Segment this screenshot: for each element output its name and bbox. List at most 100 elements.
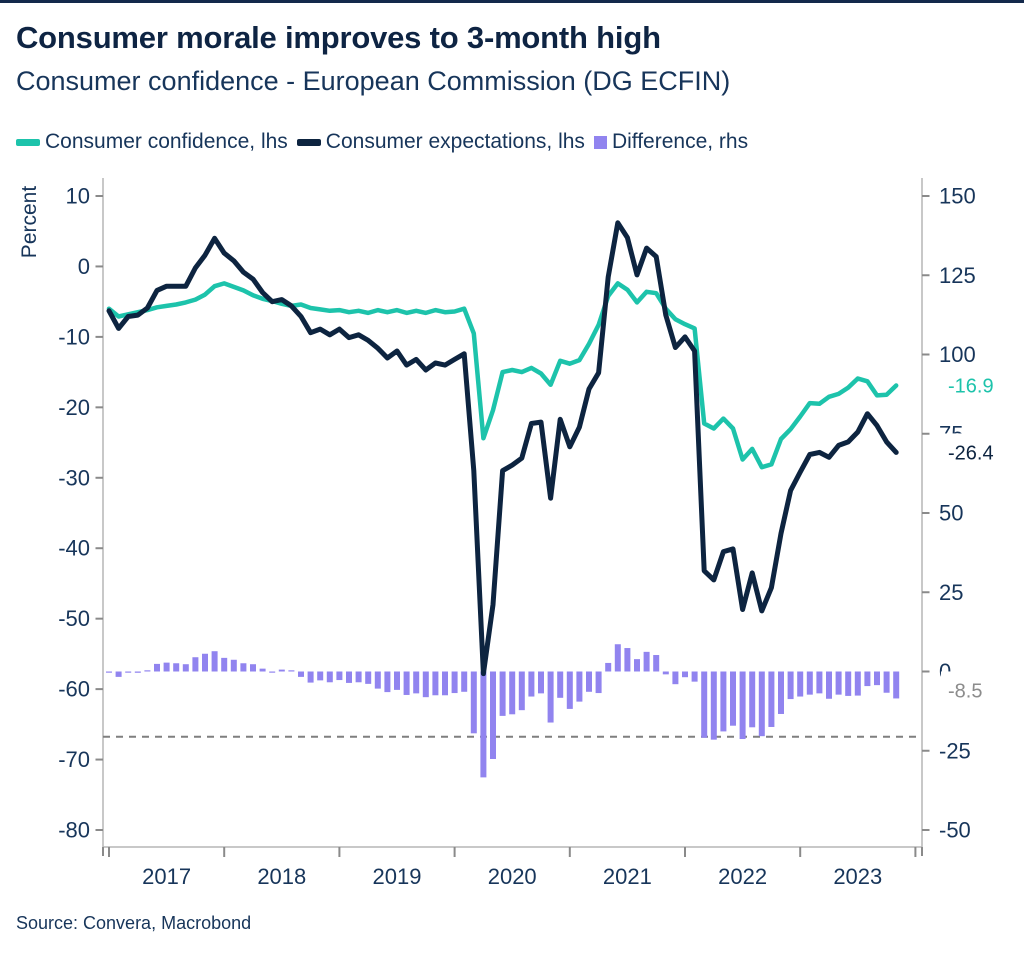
- difference-bar: [374, 671, 381, 689]
- difference-bar: [202, 653, 208, 672]
- left-axis-tick-label: 10: [66, 184, 90, 209]
- difference-bar: [634, 659, 640, 672]
- difference-bar: [384, 671, 391, 693]
- difference-bar: [470, 671, 477, 734]
- difference-bar: [768, 671, 775, 727]
- expectations-end-label-bg: [941, 433, 1003, 462]
- left-axis-tick-label: -60: [58, 677, 90, 702]
- difference-bar: [835, 671, 842, 695]
- x-axis-year-label: 2022: [718, 864, 767, 889]
- x-axis-year-label: 2021: [603, 864, 652, 889]
- left-axis-tick-label: -80: [58, 818, 90, 843]
- difference-bar: [230, 659, 237, 672]
- left-axis-title: Percent: [18, 185, 41, 259]
- difference-bar: [269, 671, 276, 673]
- difference-bar: [106, 671, 112, 673]
- difference-bar: [278, 669, 285, 672]
- difference-bar: [451, 671, 458, 694]
- difference-bar: [221, 657, 228, 672]
- difference-bar: [826, 671, 832, 699]
- left-axis-tick-label: 0: [78, 254, 90, 279]
- difference-bar: [336, 671, 343, 681]
- difference-square-swatch-icon: [593, 135, 607, 149]
- difference-bar: [662, 671, 669, 675]
- x-axis-year-label: 2020: [488, 864, 537, 889]
- difference-bar: [586, 671, 592, 692]
- difference-bar: [787, 671, 794, 700]
- difference-bar: [528, 671, 535, 697]
- consumer-expectations-line: [106, 220, 899, 677]
- right-axis-tick-label: -25: [939, 738, 971, 763]
- legend-label: Difference, rhs: [611, 130, 749, 153]
- difference-bar: [461, 671, 468, 692]
- difference-bar: [864, 671, 871, 687]
- difference-bar: [442, 671, 448, 696]
- difference-bar: [672, 671, 679, 685]
- difference-bar: [806, 671, 813, 695]
- difference-bar: [701, 671, 708, 738]
- difference-bar: [874, 671, 880, 686]
- difference-bar: [403, 671, 410, 695]
- right-axis-tick-label: 50: [939, 501, 963, 526]
- difference-bar: [557, 671, 564, 698]
- difference-bar: [509, 671, 516, 715]
- difference-bar: [749, 671, 756, 728]
- difference-bar: [326, 671, 333, 683]
- right-axis-tick-label: 100: [939, 342, 976, 367]
- x-axis-year-label: 2023: [833, 864, 882, 889]
- left-axis-tick-label: -40: [58, 536, 90, 561]
- right-axis-tick-label: 150: [939, 184, 976, 209]
- difference-bar: [240, 663, 247, 672]
- x-axis-year-label: 2019: [373, 864, 422, 889]
- difference-bar: [182, 664, 189, 672]
- difference-bar: [259, 668, 266, 672]
- difference-bar: [355, 671, 362, 683]
- difference-end-label-bg: [941, 671, 1003, 700]
- left-axis-tick-label: -10: [58, 324, 90, 349]
- difference-bar: [413, 671, 420, 694]
- difference-bar: [883, 671, 890, 693]
- difference-bar: [480, 671, 487, 778]
- difference-bar: [547, 671, 554, 723]
- difference-bar: [125, 671, 132, 673]
- difference-bar: [893, 671, 900, 699]
- difference-bar: [643, 651, 650, 672]
- difference-bar: [211, 651, 218, 672]
- confidence-end-label: -16.9: [948, 375, 994, 397]
- page-title: Consumer morale improves to 3-month high: [16, 20, 661, 55]
- difference-bar: [710, 671, 717, 740]
- difference-bar: [518, 671, 525, 711]
- difference-bar: [144, 670, 151, 672]
- difference-bar: [691, 671, 698, 682]
- difference-bar: [115, 671, 122, 677]
- right-axis-tick-label: 125: [939, 263, 976, 288]
- difference-bar: [605, 662, 612, 672]
- difference-bar: [346, 671, 352, 683]
- expectations-line-swatch-icon: [296, 138, 321, 146]
- difference-bar: [758, 671, 765, 737]
- legend: Consumer confidence, lhs Consumer expect…: [16, 130, 748, 154]
- page-subtitle: Consumer confidence - European Commissio…: [16, 66, 731, 96]
- difference-end-label: -8.5: [948, 680, 982, 702]
- x-axis-year-label: 2017: [142, 864, 191, 889]
- legend-item-consumer-confidence: Consumer confidence, lhs: [16, 130, 288, 154]
- difference-bar: [173, 663, 180, 672]
- difference-bar: [317, 671, 324, 681]
- legend-item-consumer-expectations: Consumer expectations, lhs: [296, 130, 585, 154]
- right-axis-tick-label: -50: [939, 818, 971, 843]
- difference-bar: [614, 644, 621, 672]
- legend-item-difference: Difference, rhs: [593, 130, 749, 154]
- difference-bar: [365, 671, 372, 684]
- difference-bar: [538, 671, 544, 694]
- confidence-line-swatch-icon: [16, 138, 40, 146]
- difference-bar: [576, 671, 583, 702]
- difference-bar: [566, 671, 573, 709]
- difference-bar: [163, 662, 170, 672]
- difference-bar: [288, 670, 295, 672]
- difference-bar: [394, 671, 400, 690]
- x-axis-year-label: 2018: [257, 864, 306, 889]
- difference-bar: [720, 671, 727, 732]
- left-axis-tick-label: -70: [58, 747, 90, 772]
